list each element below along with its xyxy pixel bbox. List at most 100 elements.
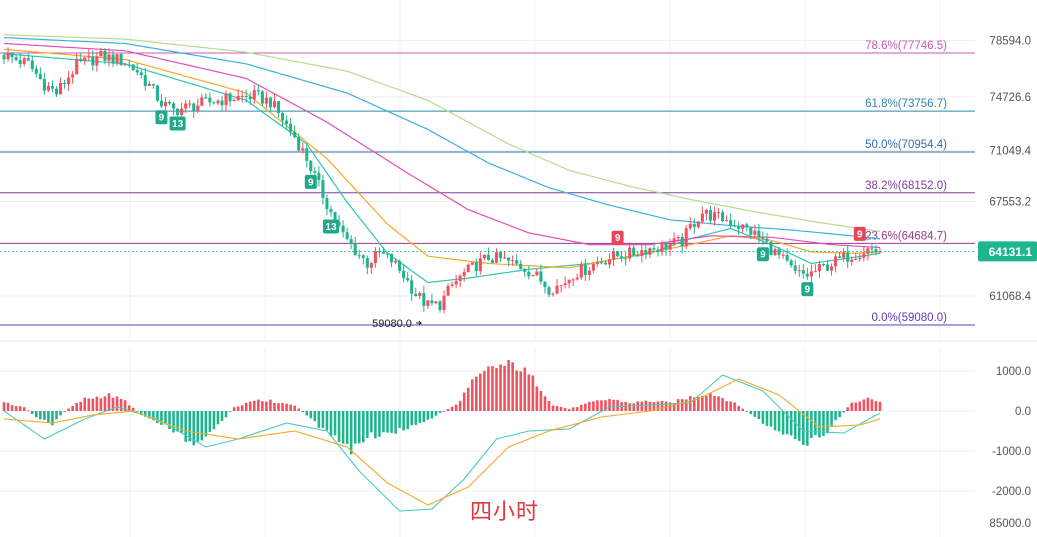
macd-histogram-bar (127, 405, 131, 411)
current-price-tag (978, 241, 1037, 262)
macd-histogram-bar (725, 401, 728, 411)
candle-body (507, 257, 511, 261)
candle-body (151, 83, 155, 86)
macd-histogram-bar (244, 402, 248, 411)
candle-body (377, 251, 381, 253)
macd-histogram-bar (164, 411, 167, 424)
candle-body (402, 270, 406, 279)
macd-histogram-bar (75, 403, 78, 411)
candle-body (442, 295, 446, 310)
macd-histogram-bar (204, 411, 208, 437)
macd-histogram-bar (273, 402, 276, 411)
macd-histogram-bar (535, 386, 539, 411)
macd-histogram-bar (846, 407, 849, 411)
candle-body (680, 236, 684, 247)
macd-histogram-bar (55, 411, 58, 420)
macd-histogram-bar (418, 411, 422, 423)
candle-body (793, 265, 797, 271)
macd-histogram-bar (414, 411, 418, 425)
macd-histogram-bar (475, 376, 478, 411)
macd-histogram-bar (874, 401, 878, 411)
candle-body (555, 285, 559, 294)
macd-histogram-bar (18, 406, 22, 411)
candle-body (862, 253, 866, 258)
macd-histogram-bar (842, 411, 845, 413)
macd-histogram-bar (543, 396, 547, 411)
candle-body (75, 58, 79, 75)
moving-average-line (3, 42, 881, 249)
candle-body (458, 275, 462, 281)
candle-body (579, 264, 583, 278)
candle-body (672, 238, 676, 245)
candle-body (252, 90, 256, 100)
candle-body (612, 251, 616, 260)
macd-histogram-bar (737, 405, 740, 411)
macd-histogram-bar (693, 397, 696, 411)
candle-body (438, 301, 442, 310)
candle-body (18, 60, 22, 64)
candle-body (434, 301, 438, 304)
macd-histogram-bar (374, 411, 377, 439)
candle-body (345, 232, 349, 240)
macd-histogram-bar (462, 392, 466, 411)
macd-histogram-bar (668, 402, 672, 411)
macd-histogram-bar (398, 411, 401, 428)
price-axis: 78594.0 74726.6 71049.4 67553.2 61068.4 64131… (0, 36, 1037, 303)
candle-body (757, 230, 761, 238)
td-marker-badge (611, 230, 624, 245)
candle-body (285, 120, 289, 124)
macd-histogram-bar (701, 395, 704, 411)
macd-histogram-bar (281, 402, 284, 411)
candle-body (256, 90, 260, 92)
macd-histogram-bar (357, 411, 361, 444)
fibonacci-levels: 78.6%(77746.5) 61.8%(73756.7) 50.0%(70954.… (0, 40, 975, 326)
macd-histogram-bar (571, 407, 575, 411)
macd-histogram-bar (483, 370, 486, 411)
candle-body (293, 131, 297, 138)
macd-histogram-bar (858, 401, 862, 411)
td-marker-count: 13 (172, 119, 184, 130)
candle-body (115, 54, 119, 64)
macd-axis-tick-label: 85000.0 (989, 518, 1031, 530)
macd-histogram-bar (491, 366, 494, 411)
candle-body (805, 273, 809, 277)
candle-body (571, 279, 575, 281)
macd-histogram-bar (63, 411, 66, 412)
candle-body (825, 264, 830, 271)
candle-body (50, 85, 54, 89)
candle-body (394, 261, 398, 263)
macd-histogram-bar (575, 407, 579, 411)
candle-body (272, 101, 277, 108)
macd-histogram-bar (434, 411, 438, 416)
macd-histogram-bar (470, 379, 474, 411)
candle-body (107, 54, 111, 61)
candle-body (289, 123, 293, 132)
macd-histogram-bar (30, 411, 34, 414)
macd-axis: 1000.0 0.0 -1000.0 -2000.0 85000.0 (989, 366, 1031, 530)
candle-body (539, 271, 543, 282)
macd-histogram-bar (487, 366, 490, 411)
candle-body (620, 256, 624, 259)
candle-body (446, 285, 450, 296)
candle-body (595, 262, 599, 265)
macd-histogram-bar (26, 410, 30, 412)
macd-histogram-bar (547, 401, 551, 411)
macd-histogram-bar (390, 411, 393, 433)
macd-histogram-bar (672, 402, 676, 411)
macd-histogram-bar (713, 395, 716, 411)
td-marker-count: 9 (760, 250, 766, 261)
macd-histogram-bar (818, 411, 821, 438)
candle-body (139, 72, 143, 76)
macd-histogram-bar (386, 411, 389, 433)
candle-body (773, 249, 777, 256)
macd-dea-line (3, 378, 881, 506)
candle-body (103, 50, 107, 61)
td-marker-badge (304, 174, 317, 189)
macd-histogram-bar (253, 400, 256, 411)
macd-histogram-bar (232, 407, 236, 411)
macd-histogram-bar (773, 411, 777, 431)
candle-body (357, 255, 361, 257)
macd-histogram-bar (559, 406, 563, 411)
